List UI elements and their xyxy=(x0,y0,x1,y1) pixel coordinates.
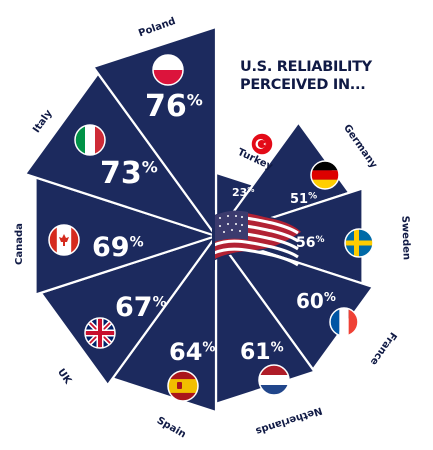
country-label-sweden: Sweden xyxy=(399,216,412,261)
value-label-poland: 76% xyxy=(145,89,203,124)
value-label-germany: 51% xyxy=(290,191,317,207)
value-label-sweden: 56% xyxy=(296,235,325,251)
netherlands-flag-icon xyxy=(258,364,290,396)
country-label-germany: Germany xyxy=(341,123,379,171)
country-label-france: France xyxy=(368,330,399,367)
canada-flag-icon xyxy=(48,224,80,256)
italy-flag-icon xyxy=(74,124,106,156)
country-label-italy: Italy xyxy=(31,108,55,135)
value-label-netherlands: 61% xyxy=(240,340,284,365)
value-label-canada: 69% xyxy=(92,232,144,263)
country-label-uk: UK xyxy=(55,367,74,387)
usa-flag-icon xyxy=(212,210,303,270)
title-line-2: PERCEIVED IN... xyxy=(240,77,366,93)
sweden-flag-icon xyxy=(344,228,374,258)
value-label-uk: 67% xyxy=(115,292,167,323)
spain-flag-icon xyxy=(167,370,199,402)
value-label-italy: 73% xyxy=(100,156,158,191)
turkey-flag-icon xyxy=(250,132,274,156)
chart-title: U.S. RELIABILITY PERCEIVED IN... xyxy=(240,58,430,94)
uk-flag-icon xyxy=(84,317,116,349)
country-label-poland: Poland xyxy=(137,16,177,40)
value-label-spain: 64% xyxy=(169,338,215,366)
poland-flag-icon xyxy=(152,54,184,86)
country-label-netherlands: Netherlands xyxy=(254,404,323,436)
title-line-1: U.S. RELIABILITY xyxy=(240,59,372,75)
country-label-spain: Spain xyxy=(155,415,188,440)
france-flag-icon xyxy=(329,307,359,337)
country-label-canada: Canada xyxy=(14,223,25,265)
value-label-turkey: 23% xyxy=(232,186,254,199)
value-label-france: 60% xyxy=(296,289,336,313)
slice-poland xyxy=(91,25,218,240)
germany-flag-icon xyxy=(310,160,340,190)
